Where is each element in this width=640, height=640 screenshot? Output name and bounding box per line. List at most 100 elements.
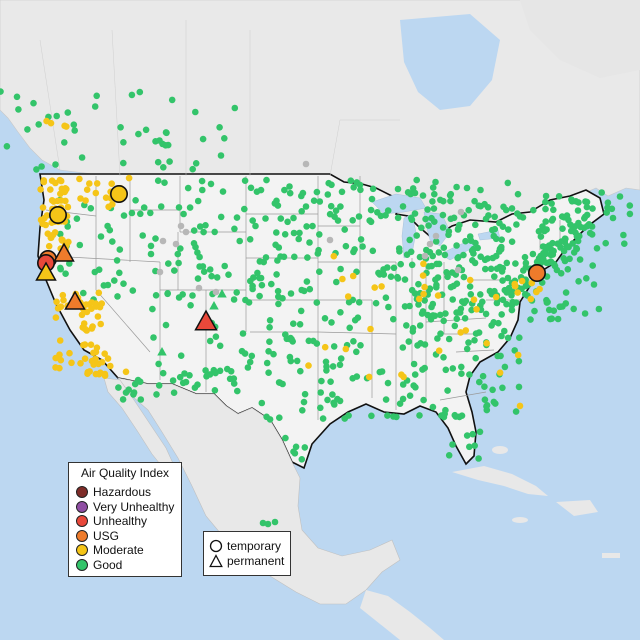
station-marker-good [497,352,504,360]
station-marker-good [369,247,377,255]
station-marker-good [394,273,401,281]
station-marker-good [440,244,448,251]
station-marker-good [626,210,634,218]
station-marker-moderate [92,348,100,356]
permanent-marker-good [209,301,219,310]
station-marker-good [574,237,582,245]
station-marker-good [598,189,605,196]
station-marker-good [453,183,460,191]
unhealthy-swatch [76,515,88,528]
station-marker-good [419,308,427,315]
station-marker-moderate [48,197,56,204]
station-marker-good [196,223,204,230]
station-marker-good [330,343,338,350]
station-marker-good [432,276,439,284]
station-marker-moderate [92,189,100,197]
station-marker-good [463,184,471,192]
station-marker-good [372,299,380,307]
station-marker-good [281,231,289,238]
station-marker-good [137,396,145,403]
station-marker-moderate [39,204,47,211]
station-marker-moderate [107,362,114,370]
station-marker-good [430,205,438,212]
station-marker-good [560,254,567,262]
station-marker-good [91,268,99,276]
legend-item-permanent: permanent [204,553,290,568]
station-marker-good [444,387,451,394]
station-marker-good [498,332,505,340]
station-marker-good [287,290,295,297]
station-marker-good [626,202,634,209]
station-marker-good [292,443,300,451]
station-marker-good [290,214,297,222]
station-marker-good [505,226,512,233]
station-marker-good [491,273,498,280]
station-marker-good [329,363,337,370]
station-marker-good [266,317,274,324]
station-marker-good [337,355,345,362]
station-marker-good [467,291,475,298]
station-marker-good [405,338,413,345]
station-marker-good [429,403,437,411]
station-marker-good [412,384,419,391]
station-marker-good [211,387,219,394]
station-marker-good [87,205,95,212]
station-marker-moderate [47,119,55,127]
station-marker-good [411,189,419,197]
station-marker-good [489,226,496,234]
station-marker-good [542,205,549,213]
station-marker-good [550,206,557,214]
station-marker-good [504,274,512,282]
station-marker-moderate [473,306,480,313]
station-marker-good [396,400,404,408]
station-marker-good [129,287,137,294]
station-marker-good [440,197,447,205]
station-marker-moderate [516,402,524,410]
station-marker-good [275,244,283,251]
station-marker-good [230,380,238,387]
station-marker-good [499,223,507,230]
station-marker-good [542,198,549,206]
station-marker-moderate [415,295,423,303]
station-marker-good [399,381,407,388]
station-marker-good [200,228,207,236]
station-marker-good [216,124,223,131]
station-marker-good [316,268,323,276]
station-marker-moderate [470,296,478,304]
station-marker-inactive [177,222,185,230]
station-marker-good [35,121,42,128]
station-marker-good [544,298,551,306]
bahamas-land [492,446,508,454]
station-marker-good [139,232,146,239]
legend-item-good: Good [69,558,181,573]
station-marker-good [53,112,60,120]
station-marker-good [162,129,170,136]
station-marker-moderate [77,360,84,367]
large-temporary-marker-usg [527,263,546,282]
station-marker-good [199,186,206,194]
station-marker-good [15,106,22,113]
station-marker-good [463,345,471,353]
station-marker-moderate [62,197,69,205]
station-marker-good [236,237,243,245]
station-marker-good [466,371,473,378]
station-marker-good [322,358,330,366]
station-marker-good [116,246,124,253]
station-marker-good [165,260,172,267]
station-marker-moderate [52,314,60,321]
station-marker-moderate [56,337,64,344]
station-marker-good [440,413,448,421]
station-marker-good [387,273,395,281]
station-marker-good [439,211,447,219]
station-marker-good [246,236,254,243]
station-marker-moderate [77,195,84,202]
station-marker-good [221,262,228,270]
large-permanent-marker-moderate [35,261,57,281]
station-marker-good [589,205,596,212]
station-marker-good [330,399,337,407]
station-marker-good [310,337,317,345]
station-marker-good [286,189,294,197]
station-marker-good [542,192,550,200]
station-marker-good [577,223,584,231]
